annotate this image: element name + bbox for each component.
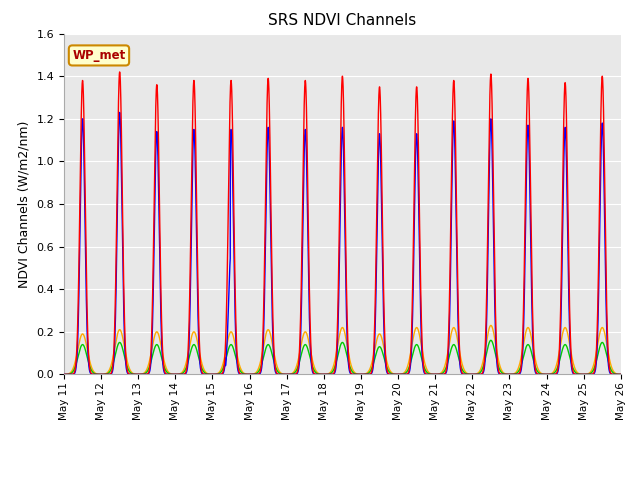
Title: SRS NDVI Channels: SRS NDVI Channels bbox=[268, 13, 417, 28]
Y-axis label: NDVI Channels (W/m2/nm): NDVI Channels (W/m2/nm) bbox=[18, 120, 31, 288]
Text: WP_met: WP_met bbox=[72, 49, 125, 62]
